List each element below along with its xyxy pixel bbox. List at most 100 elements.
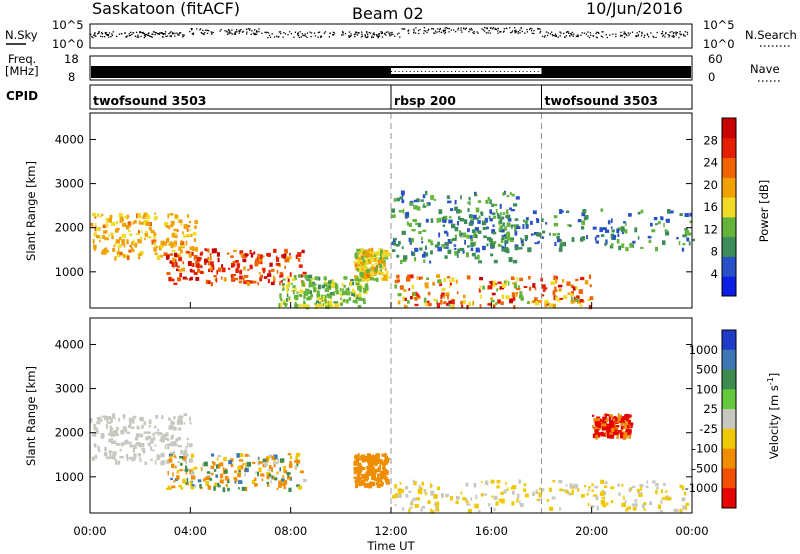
nsky-point — [361, 35, 363, 37]
nsky-point — [152, 33, 154, 35]
rti-cell — [239, 269, 243, 275]
nsky-point — [368, 31, 370, 34]
rti-cell — [155, 431, 158, 434]
rti-cell — [138, 443, 143, 448]
rti-cell — [609, 432, 613, 435]
rti-cell — [476, 217, 479, 220]
nsky-point — [638, 31, 641, 33]
nsky-point — [445, 27, 448, 29]
rti-cell — [244, 467, 249, 473]
beam-title: Beam 02 — [352, 4, 424, 23]
rti-cell — [544, 302, 548, 307]
nave-point — [511, 71, 513, 72]
rti-cell — [439, 282, 443, 287]
rti-cell — [109, 428, 113, 434]
rti-cell — [643, 502, 647, 506]
nsky-point — [354, 33, 356, 35]
rti-cell — [359, 271, 364, 277]
nsky-point — [650, 32, 652, 34]
rti-cell — [381, 453, 386, 457]
rti-cell — [234, 477, 237, 480]
rti-cell — [467, 229, 470, 233]
rti-cell — [374, 461, 378, 467]
nsky-point — [354, 36, 356, 38]
rti-cell — [502, 222, 505, 227]
rti-cell — [406, 221, 409, 226]
rti-cell — [188, 458, 193, 463]
rti-cell — [682, 505, 686, 510]
rti-cell — [495, 302, 498, 306]
rti-cell — [554, 241, 557, 247]
nsky-point — [147, 34, 149, 37]
nsky-point — [679, 33, 681, 35]
rti-cell — [443, 217, 446, 222]
rti-cell — [96, 213, 100, 218]
rti-cell — [171, 242, 176, 247]
rti-cell — [689, 212, 693, 217]
power-cbar-tick: 28 — [703, 133, 718, 147]
rti-cell — [416, 277, 419, 280]
velocity-colorbar-frame — [721, 329, 737, 509]
rti-cell — [168, 243, 172, 246]
rti-cell — [468, 301, 471, 307]
nsky-point — [101, 33, 104, 35]
rti-cell — [397, 488, 402, 493]
nsky-point — [357, 32, 360, 34]
rti-cell — [541, 218, 544, 222]
rti-cell — [549, 506, 554, 511]
nsky-point — [171, 33, 174, 35]
rti-cell — [570, 492, 574, 495]
rti-cell — [418, 489, 423, 495]
rti-cell — [597, 432, 601, 437]
rti-cell — [397, 279, 400, 283]
power-cbar-tick: 8 — [711, 245, 718, 259]
nsky-point — [344, 33, 347, 35]
nsky-point — [477, 32, 479, 34]
nsky-point — [156, 32, 159, 35]
rti-cell — [155, 415, 159, 419]
rti-cell — [383, 257, 389, 260]
rti-cell — [99, 240, 101, 243]
rti-cell — [111, 441, 115, 445]
rti-cell — [410, 238, 412, 243]
nsky-point — [196, 28, 198, 30]
nave-point — [473, 71, 475, 72]
nsky-point — [246, 31, 248, 33]
x-tick-label: 16:00 — [475, 524, 508, 538]
nsky-point — [192, 33, 194, 36]
nsky-point — [135, 31, 138, 33]
rti-cell — [363, 300, 366, 304]
rti-cell — [406, 274, 410, 278]
nsky-point — [377, 34, 379, 37]
nsky-point — [460, 27, 462, 29]
rti-cell — [492, 215, 497, 219]
nsky-point — [300, 36, 302, 38]
rti-cell — [124, 440, 129, 445]
nsky-point — [417, 29, 420, 32]
rti-cell — [296, 463, 299, 467]
rti-cell — [322, 303, 325, 307]
rti-cell — [359, 290, 362, 293]
nsky-point — [471, 29, 473, 31]
nsky-point — [112, 31, 114, 33]
nsky-point — [625, 33, 627, 36]
nsky-point — [226, 30, 228, 32]
rti-cell — [203, 478, 206, 482]
rti-cell — [276, 257, 280, 262]
rti-cell — [413, 257, 417, 262]
rti-cell — [468, 196, 471, 201]
rti-cell — [665, 218, 670, 223]
nsky-point — [511, 31, 513, 33]
rti-cell — [516, 287, 521, 291]
velocity-cbar-tick: 1000 — [689, 343, 718, 357]
nsky-point — [431, 28, 433, 30]
rti-cell — [409, 202, 414, 205]
nsky-point — [661, 31, 664, 33]
nsky-point — [653, 36, 655, 38]
nsky-point — [615, 33, 617, 35]
rti-cell — [183, 234, 187, 238]
rti-cell — [490, 297, 493, 300]
rti-cell — [110, 232, 114, 236]
rti-cell — [361, 275, 365, 278]
